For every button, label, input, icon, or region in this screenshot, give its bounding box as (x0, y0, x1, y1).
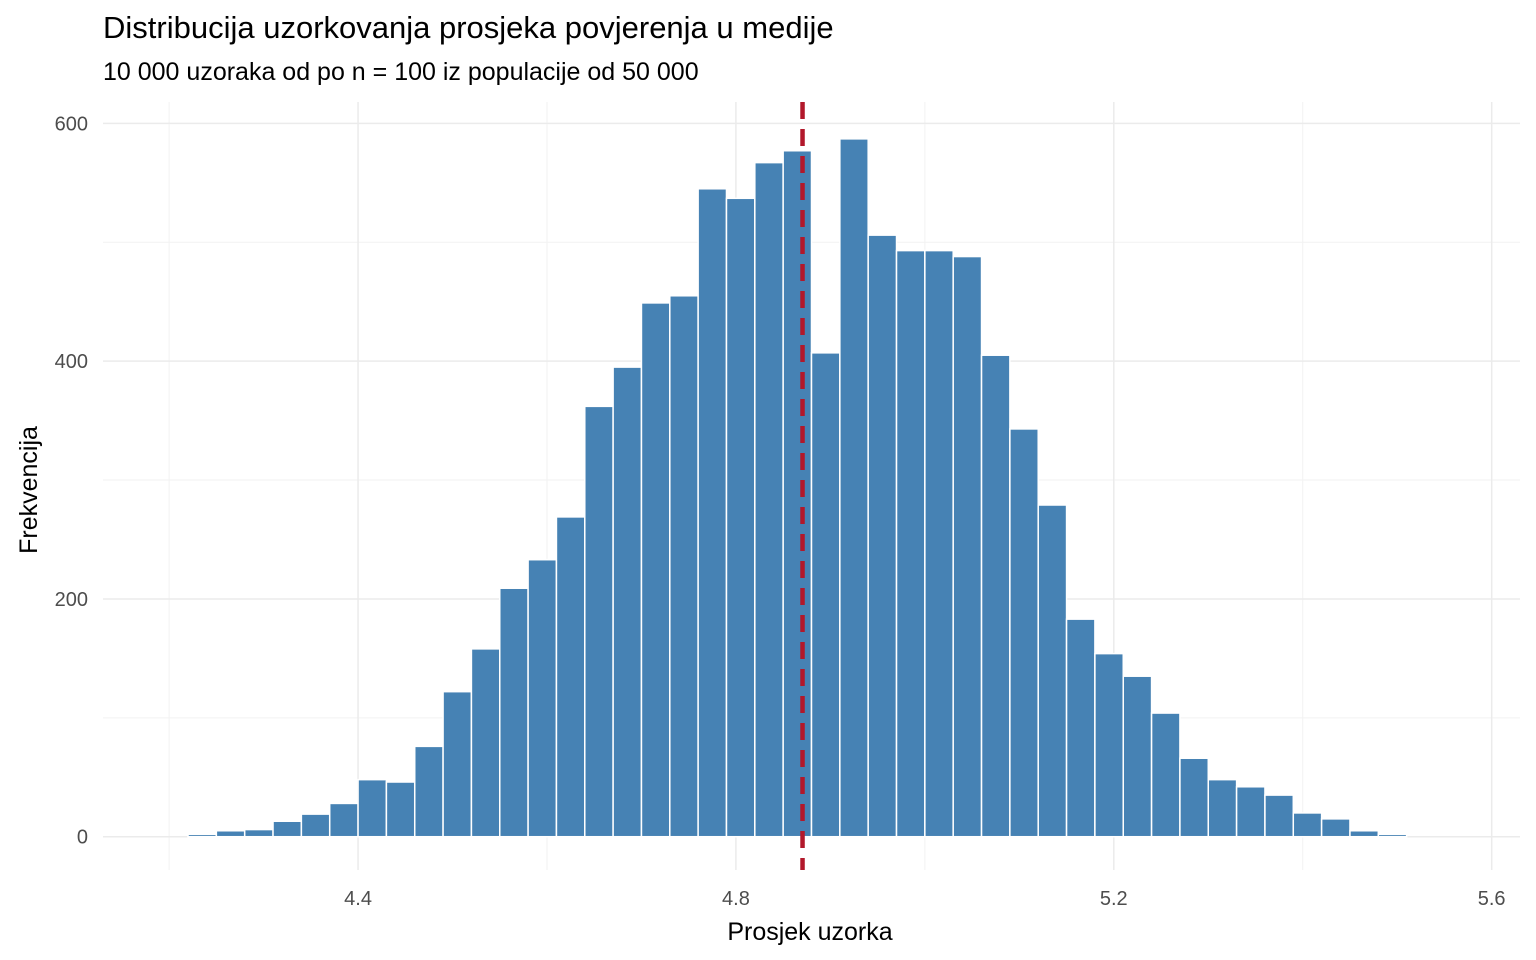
histogram-bar (1037, 504, 1068, 838)
histogram-bar (980, 354, 1011, 838)
histogram-bar (1094, 652, 1124, 838)
histogram-bars (187, 138, 1408, 838)
histogram-bar (669, 295, 699, 838)
histogram-bar (584, 405, 614, 838)
histogram-bar (187, 833, 218, 838)
chart-subtitle: 10 000 uzoraka od po n = 100 iz populaci… (103, 58, 699, 86)
histogram-bar (1292, 812, 1323, 838)
histogram-bar (782, 149, 813, 838)
histogram-bar (499, 587, 529, 838)
y-tick-label: 0 (77, 827, 88, 849)
histogram-bar (839, 138, 869, 838)
histogram-bar (243, 828, 274, 838)
histogram-bar (640, 302, 671, 838)
histogram-bar (612, 366, 643, 838)
histogram-bar (1065, 618, 1096, 838)
histogram-bar (215, 830, 246, 838)
histogram-bar (300, 813, 331, 838)
histogram-bar (470, 648, 501, 838)
y-axis-title: Frekvencija (15, 426, 43, 554)
x-tick-label: 5.2 (1100, 888, 1128, 910)
x-tick-label: 4.8 (722, 888, 750, 910)
histogram-bar (357, 778, 388, 838)
x-tick-label: 4.4 (344, 888, 372, 910)
y-axis-ticks: 0 200 400 600 (55, 113, 88, 848)
x-axis-ticks: 4.4 4.8 5.2 5.6 (344, 888, 1505, 910)
histogram-bar (1320, 818, 1351, 838)
chart-title: Distribucija uzorkovanja prosjeka povjer… (103, 10, 834, 45)
histogram-bar (1207, 778, 1238, 838)
y-tick-label: 400 (55, 351, 88, 373)
y-tick-label: 200 (55, 589, 88, 611)
histogram-bar (754, 161, 784, 838)
histogram-bar (527, 558, 558, 838)
histogram-bar (272, 820, 303, 838)
histogram-bar (328, 802, 359, 838)
histogram-bar (1150, 712, 1181, 838)
histogram-bar (924, 249, 954, 838)
histogram-bar (952, 255, 983, 838)
x-axis-title: Prosjek uzorka (727, 918, 892, 946)
histogram-bar (810, 352, 841, 838)
histogram-bar (1264, 794, 1295, 838)
histogram-bar (385, 781, 416, 838)
histogram-bar (1122, 675, 1153, 838)
histogram-bar (1349, 830, 1380, 838)
histogram-bar (1377, 833, 1408, 838)
histogram-bar (697, 188, 728, 838)
histogram-bar (1179, 757, 1210, 838)
histogram-bar (1235, 786, 1266, 838)
histogram-bar (442, 690, 473, 838)
y-tick-label: 600 (55, 113, 88, 135)
histogram-bar (725, 197, 756, 838)
histogram-bar (867, 234, 898, 838)
histogram-bar (413, 745, 444, 838)
x-tick-label: 5.6 (1478, 888, 1506, 910)
histogram-bar (895, 249, 926, 838)
histogram-bar (1009, 428, 1039, 838)
histogram-bar (555, 516, 586, 838)
